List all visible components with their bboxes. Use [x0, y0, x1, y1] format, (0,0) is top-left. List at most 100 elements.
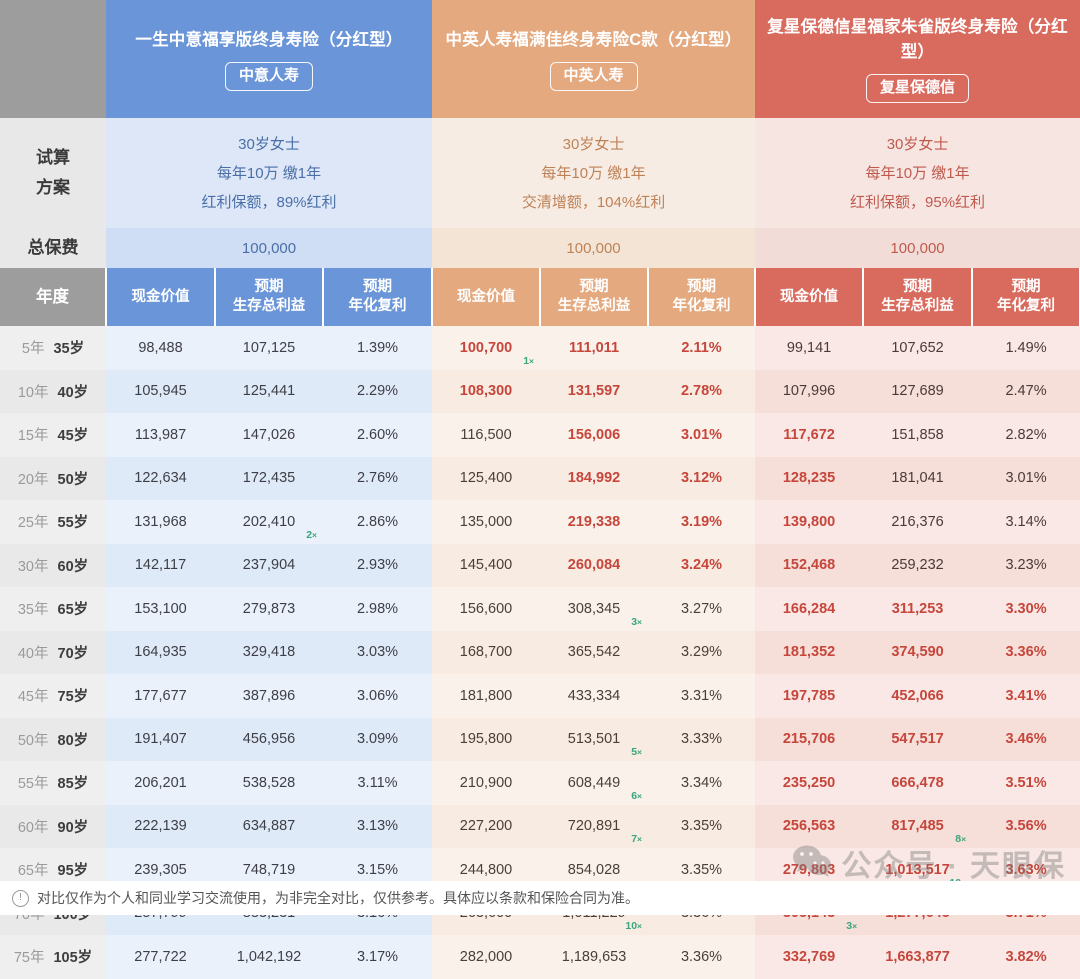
annualized-irr-cell: 3.09%: [323, 717, 433, 761]
annualized-irr-cell: 3.36%: [648, 935, 756, 979]
annualized-irr-cell: 3.46%: [972, 717, 1080, 761]
cash-value-cell: 256,563: [755, 804, 864, 848]
metric-label-line1: 预期: [1011, 279, 1041, 295]
annualized-irr-cell: 2.11%: [648, 326, 756, 370]
cash-value-cell: 107,996: [755, 369, 864, 413]
cash-value-cell: 235,250: [755, 761, 864, 805]
total-benefit-cell: 151,858: [863, 413, 973, 457]
total-premium-3: 100,000: [755, 228, 1080, 268]
total-benefit-cell: 547,517: [863, 717, 973, 761]
year-age-cell: 35年 65岁: [0, 587, 106, 631]
annualized-irr-cell: 2.76%: [323, 456, 433, 500]
annualized-irr-cell: 3.33%: [648, 717, 756, 761]
age-value: 85岁: [57, 776, 89, 793]
multiplier-marker: 7×: [631, 833, 643, 845]
plan-row: 试算 方案 30岁女士 每年10万 缴1年 红利保额，89%红利 30岁女士 每…: [0, 118, 1080, 228]
metric-label: 现金价值: [457, 288, 516, 305]
year-value: 65年: [17, 863, 49, 880]
metric-header-row: 年度 现金价值 预期 生存总利益 预期 年化复利 现金价值 预期 生存总利: [0, 268, 1080, 326]
age-value: 55岁: [57, 515, 89, 532]
metric-header-2-cash: 现金价值: [431, 268, 542, 326]
year-value: 30年: [17, 558, 49, 575]
multiplier-marker: 3×: [631, 615, 643, 628]
total-benefit-cell: 452,066: [863, 674, 973, 718]
annualized-irr-cell: 3.82%: [972, 935, 1080, 979]
year-age-cell: 10年 40岁: [0, 369, 106, 413]
table-row: 35年 65岁 153,100 279,873 2.98% 156,600 308,345 3…: [0, 587, 1080, 631]
annualized-irr-cell: 3.19%: [648, 500, 756, 544]
metric-label-line2: 生存总利益: [557, 298, 631, 314]
total-benefit-cell: 365,542: [540, 630, 649, 674]
plan-line-3-1: 每年10万 缴1年: [865, 164, 970, 182]
total-benefit-cell: 329,418: [215, 630, 323, 674]
annualized-irr-cell: 3.35%: [648, 804, 756, 848]
total-benefit-cell: 608,449 6×: [540, 761, 649, 805]
table-row: 10年 40岁 105,945 125,441 2.29% 108,300 131,597 2…: [0, 369, 1080, 413]
total-benefit-cell: 237,904: [215, 543, 323, 587]
plan-cell-2: 30岁女士 每年10万 缴1年 交清增额，104%红利: [432, 118, 756, 228]
annualized-irr-cell: 3.24%: [648, 543, 756, 587]
total-benefit-cell: 181,041: [863, 456, 973, 500]
product-name-2: 中英人寿福满佳终身寿险C款（分红型）: [445, 30, 742, 49]
table-row: 50年 80岁 191,407 456,956 3.09% 195,800 513,501 5…: [0, 717, 1080, 761]
annualized-irr-cell: 1.39%: [323, 326, 433, 370]
annualized-irr-cell: 3.01%: [648, 413, 756, 457]
cash-value-cell: 181,800: [432, 674, 541, 718]
year-age-cell: 5年 35岁: [0, 326, 106, 370]
cash-value-cell: 99,141: [755, 326, 864, 370]
age-value: 90岁: [57, 819, 89, 836]
metric-label-line1: 预期: [687, 279, 717, 295]
annualized-irr-cell: 3.30%: [972, 587, 1080, 631]
metric-header-3-cash: 现金价值: [754, 268, 865, 326]
cash-value-cell: 145,400: [432, 543, 541, 587]
cash-value-cell: 113,987: [106, 413, 215, 457]
year-value: 55年: [17, 776, 49, 793]
cash-value-cell: 98,488: [106, 326, 215, 370]
multiplier-marker: 3×: [846, 920, 858, 932]
total-benefit-cell: 817,485 8×: [863, 804, 973, 848]
total-benefit-cell: 172,435: [215, 456, 323, 500]
product-name-3: 复星保德信星福家朱雀版终身寿险（分红型）: [767, 18, 1068, 61]
age-value: 60岁: [57, 558, 89, 575]
year-value: 15年: [17, 428, 49, 445]
total-premium-2: 100,000: [432, 228, 756, 268]
footer-note: ! 对比仅作为个人和同业学习交流使用，为非完全对比，仅供参考。具体应以条款和保险…: [0, 881, 1080, 915]
cash-value-cell: 166,284: [755, 587, 864, 631]
footer-note-text: 对比仅作为个人和同业学习交流使用，为非完全对比，仅供参考。具体应以条款和保险合同…: [37, 890, 639, 906]
metric-header-1-benefit: 预期 生存总利益: [214, 268, 324, 326]
age-value: 35岁: [53, 341, 85, 358]
multiplier-marker: 2×: [306, 528, 317, 541]
metric-label-line2: 年化复利: [672, 298, 731, 314]
metric-label: 现金价值: [131, 288, 190, 305]
age-value: 105岁: [53, 950, 93, 967]
plan-row-label: 试算 方案: [0, 118, 106, 228]
cash-value-cell: 215,706: [755, 717, 864, 761]
year-age-cell: 55年 85岁: [0, 761, 106, 805]
annualized-irr-cell: 2.98%: [323, 587, 433, 631]
cash-value-cell: 156,600: [432, 587, 541, 631]
total-benefit-cell: 279,873: [215, 587, 323, 631]
age-value: 50岁: [57, 471, 89, 488]
plan-cell-1: 30岁女士 每年10万 缴1年 红利保额，89%红利: [106, 118, 433, 228]
cash-value-cell: 206,201: [106, 761, 215, 805]
product-header-2: 中英人寿福满佳终身寿险C款（分红型） 中英人寿: [432, 0, 756, 118]
annualized-irr-cell: 3.41%: [972, 674, 1080, 718]
cash-value-cell: 222,139: [106, 804, 215, 848]
annualized-irr-cell: 1.49%: [972, 326, 1080, 370]
total-premium-label: 总保费: [0, 228, 106, 268]
annualized-irr-cell: 2.47%: [972, 369, 1080, 413]
total-benefit-cell: 131,597: [540, 369, 649, 413]
table-row: 75年 105岁 277,722 1,042,192 3.17% 282,000 1,189…: [0, 935, 1080, 979]
plan-line-2-1: 每年10万 缴1年: [541, 164, 646, 182]
plan-line-2-2: 交清增额，104%红利: [521, 193, 666, 211]
annualized-irr-cell: 3.31%: [648, 674, 756, 718]
table-row: 45年 75岁 177,677 387,896 3.06% 181,800 433,334 3…: [0, 674, 1080, 718]
annualized-irr-cell: 2.86%: [323, 500, 433, 544]
cash-value-cell: 277,722: [106, 935, 215, 979]
age-value: 80岁: [57, 732, 89, 749]
year-age-cell: 50年 80岁: [0, 717, 106, 761]
cash-value-cell: 181,352: [755, 630, 864, 674]
year-value: 60年: [17, 819, 49, 836]
cash-value-cell: 125,400: [432, 456, 541, 500]
